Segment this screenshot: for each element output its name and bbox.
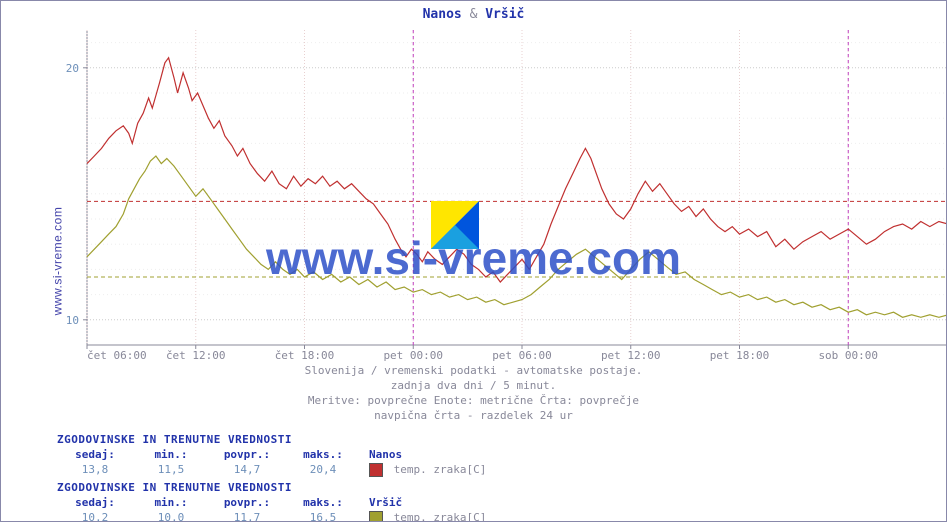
svg-text:čet 18:00: čet 18:00: [275, 349, 335, 362]
svg-text:čet 06:00: čet 06:00: [87, 349, 147, 362]
stats-col-head: povpr.:: [209, 496, 285, 509]
stats-title: ZGODOVINSKE IN TRENUTNE VREDNOSTI: [57, 433, 486, 446]
stats-col-head: min.:: [133, 448, 209, 461]
stats-col-head: povpr.:: [209, 448, 285, 461]
svg-text:pet 06:00: pet 06:00: [492, 349, 552, 362]
stats-val: 10,2: [57, 511, 133, 522]
color-swatch-icon: [369, 463, 383, 477]
title-ampersand: &: [470, 7, 478, 22]
stats-val: 11,5: [133, 463, 209, 477]
series-desc: temp. zraka[C]: [394, 511, 487, 522]
timeseries-chart: 10 20 čet 06:00 čet 12:00 čet 18:00 pet 00:00…: [57, 25, 947, 370]
stats-col-head: min.:: [133, 496, 209, 509]
stats-col-head: sedaj:: [57, 448, 133, 461]
svg-text:pet 00:00: pet 00:00: [383, 349, 443, 362]
series-desc: temp. zraka[C]: [394, 463, 487, 476]
stats-val: 14,7: [209, 463, 285, 477]
stats-val: 13,8: [57, 463, 133, 477]
svg-text:pet 12:00: pet 12:00: [601, 349, 661, 362]
stats-title: ZGODOVINSKE IN TRENUTNE VREDNOSTI: [57, 481, 486, 494]
title-series-b: Vršič: [485, 7, 524, 22]
series-label: Vršič: [369, 496, 402, 509]
svg-text:čet 12:00: čet 12:00: [166, 349, 226, 362]
stats-val: 11,7: [209, 511, 285, 522]
stats-col-head: maks.:: [285, 448, 361, 461]
chart-title: Nanos & Vršič: [1, 7, 946, 22]
svg-text:sob 00:00: sob 00:00: [818, 349, 878, 362]
caption-line: navpična črta - razdelek 24 ur: [1, 409, 946, 424]
stats-col-head: sedaj:: [57, 496, 133, 509]
caption-line: Slovenija / vremenski podatki - avtomats…: [1, 364, 946, 379]
caption-line: zadnja dva dni / 5 minut.: [1, 379, 946, 394]
stats-block-nanos: ZGODOVINSKE IN TRENUTNE VREDNOSTI sedaj:…: [57, 433, 486, 477]
stats-val: 20,4: [285, 463, 361, 477]
chart-frame: www.si-vreme.com Nanos & Vršič 1020čet 0…: [0, 0, 947, 522]
svg-text:20: 20: [66, 62, 79, 75]
stats-block-vrsic: ZGODOVINSKE IN TRENUTNE VREDNOSTI sedaj:…: [57, 481, 486, 522]
svg-text:pet 18:00: pet 18:00: [710, 349, 770, 362]
title-series-a: Nanos: [423, 7, 462, 22]
stats-col-head: maks.:: [285, 496, 361, 509]
svg-text:10: 10: [66, 314, 79, 327]
series-label: Nanos: [369, 448, 402, 461]
color-swatch-icon: [369, 511, 383, 522]
stats-val: 10,0: [133, 511, 209, 522]
stats-val: 16,5: [285, 511, 361, 522]
chart-caption: Slovenija / vremenski podatki - avtomats…: [1, 364, 946, 423]
watermark-logo-icon: [431, 201, 479, 249]
caption-line: Meritve: povprečne Enote: metrične Črta:…: [1, 394, 946, 409]
